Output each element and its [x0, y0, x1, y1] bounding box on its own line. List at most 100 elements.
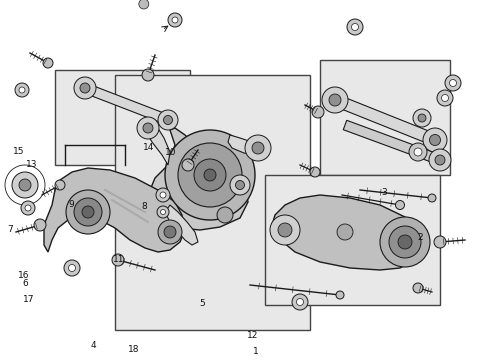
Bar: [264, 175, 439, 305]
Circle shape: [328, 94, 340, 106]
Text: 14: 14: [143, 144, 154, 153]
Circle shape: [74, 77, 96, 99]
Circle shape: [55, 180, 65, 190]
Circle shape: [351, 23, 358, 31]
Circle shape: [82, 206, 94, 218]
Circle shape: [412, 283, 422, 293]
Text: 4: 4: [90, 341, 96, 350]
Circle shape: [178, 143, 242, 207]
Text: 16: 16: [18, 271, 30, 280]
Text: 13: 13: [26, 161, 38, 170]
Circle shape: [158, 220, 182, 244]
Circle shape: [335, 291, 343, 299]
Circle shape: [336, 224, 352, 240]
Polygon shape: [271, 195, 421, 270]
Circle shape: [34, 219, 46, 231]
Circle shape: [160, 210, 165, 215]
Circle shape: [291, 294, 307, 310]
Circle shape: [434, 155, 444, 165]
Circle shape: [436, 90, 452, 106]
Circle shape: [278, 223, 291, 237]
Polygon shape: [332, 94, 436, 145]
Polygon shape: [148, 128, 247, 230]
Circle shape: [235, 180, 244, 189]
Circle shape: [244, 135, 270, 161]
Text: 2: 2: [416, 233, 422, 242]
Circle shape: [428, 149, 450, 171]
Text: 1: 1: [253, 347, 258, 356]
Circle shape: [321, 87, 347, 113]
Circle shape: [417, 114, 425, 122]
Circle shape: [433, 236, 445, 248]
Text: 11: 11: [113, 256, 124, 265]
Text: 7: 7: [7, 225, 13, 234]
Circle shape: [43, 58, 53, 68]
Circle shape: [112, 254, 124, 266]
Circle shape: [74, 198, 102, 226]
Bar: [319, 60, 449, 175]
Circle shape: [12, 172, 38, 198]
Circle shape: [163, 226, 176, 238]
Circle shape: [397, 235, 411, 249]
Circle shape: [163, 116, 172, 125]
Bar: [115, 75, 309, 330]
Circle shape: [19, 179, 31, 191]
Circle shape: [64, 260, 80, 276]
Circle shape: [395, 201, 404, 210]
Circle shape: [25, 205, 31, 211]
Circle shape: [157, 206, 169, 218]
Text: 3: 3: [380, 189, 386, 198]
Circle shape: [251, 142, 264, 154]
Polygon shape: [227, 135, 262, 155]
Circle shape: [139, 0, 148, 9]
Circle shape: [137, 117, 159, 139]
Circle shape: [269, 215, 299, 245]
Text: 9: 9: [68, 201, 74, 210]
Text: 12: 12: [247, 330, 258, 339]
Text: 18: 18: [128, 346, 140, 355]
Circle shape: [309, 167, 319, 177]
Polygon shape: [44, 168, 184, 252]
Text: 17: 17: [23, 296, 35, 305]
Polygon shape: [343, 120, 441, 165]
Circle shape: [229, 175, 249, 195]
Text: 5: 5: [199, 300, 204, 309]
Circle shape: [441, 94, 447, 102]
Circle shape: [66, 190, 110, 234]
Circle shape: [68, 265, 75, 271]
Bar: [55, 70, 190, 165]
Circle shape: [142, 123, 153, 133]
Circle shape: [217, 207, 232, 223]
Circle shape: [194, 159, 225, 191]
Circle shape: [15, 83, 29, 97]
Circle shape: [182, 159, 194, 171]
Text: 15: 15: [13, 148, 25, 157]
Circle shape: [160, 192, 165, 198]
Circle shape: [412, 109, 430, 127]
Circle shape: [413, 148, 421, 156]
Circle shape: [311, 106, 324, 118]
Polygon shape: [164, 205, 198, 245]
Text: 10: 10: [165, 148, 176, 157]
Circle shape: [379, 217, 429, 267]
Circle shape: [346, 19, 362, 35]
Circle shape: [21, 201, 35, 215]
Circle shape: [408, 143, 426, 161]
Circle shape: [172, 17, 178, 23]
Circle shape: [427, 194, 435, 202]
Text: 8: 8: [141, 202, 146, 211]
Circle shape: [19, 87, 25, 93]
Circle shape: [80, 83, 90, 93]
Circle shape: [388, 226, 420, 258]
Circle shape: [203, 169, 216, 181]
Circle shape: [156, 188, 170, 202]
Circle shape: [428, 135, 440, 145]
Circle shape: [158, 110, 178, 130]
Polygon shape: [145, 122, 170, 165]
Circle shape: [448, 80, 456, 86]
Circle shape: [164, 130, 254, 220]
Polygon shape: [83, 83, 169, 125]
Circle shape: [142, 69, 154, 81]
Text: 6: 6: [22, 279, 28, 288]
Circle shape: [168, 13, 182, 27]
